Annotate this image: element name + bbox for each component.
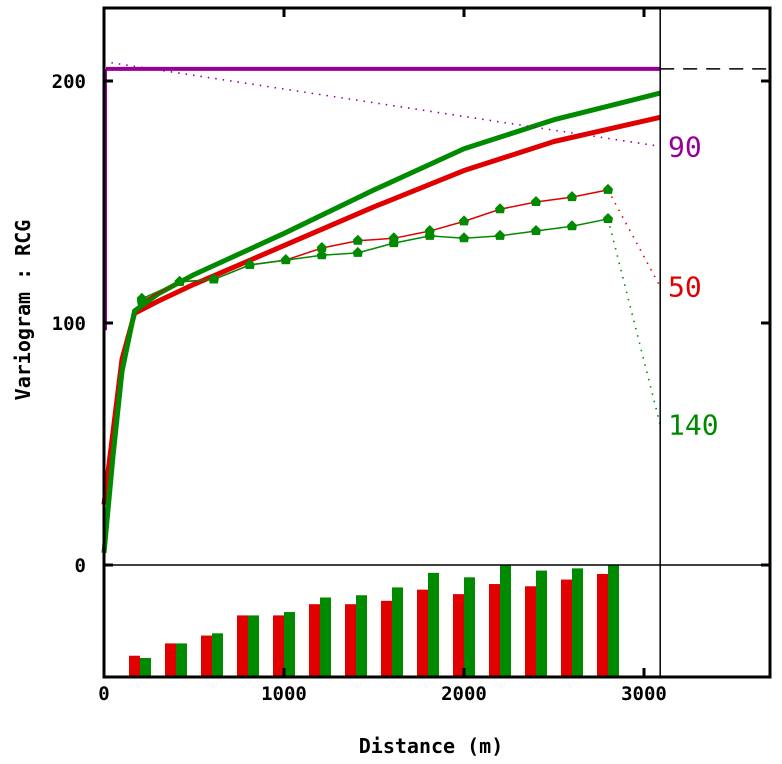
experimental-point-140 — [531, 225, 541, 236]
pair-count-bar-50 — [417, 589, 428, 677]
pair-count-bar-50 — [345, 604, 356, 677]
plot-frame — [102, 6, 772, 679]
experimental-point-140 — [208, 273, 219, 284]
y-tick-label: 0 — [75, 555, 86, 577]
pair-count-bar-140 — [536, 570, 547, 677]
pair-count-bar-140 — [464, 577, 475, 677]
pair-count-bar-50 — [381, 600, 392, 677]
axis-ticks: 0 1000 2000 3000 0 100 200 — [52, 8, 770, 705]
experimental-point-140 — [459, 232, 469, 243]
pair-count-bar-50 — [489, 584, 500, 677]
pair-count-bar-50 — [453, 594, 464, 677]
pair-count-bar-50 — [129, 655, 140, 677]
extrapolation-dotted-50 — [607, 189, 661, 288]
pair-count-bar-140 — [356, 595, 367, 677]
experimental-point-140 — [567, 220, 577, 231]
experimental-point-50 — [495, 203, 505, 214]
direction-label-140: 140 — [668, 409, 719, 442]
experimental-point-140 — [280, 254, 291, 265]
pair-count-bar-140 — [428, 572, 439, 677]
direction-label-90: 90 — [668, 130, 702, 163]
pair-count-bar-140 — [500, 565, 511, 677]
pair-count-bar-140 — [608, 565, 619, 677]
pair-count-bar-140 — [140, 657, 151, 677]
pair-count-bar-50 — [561, 579, 572, 677]
y-axis-label: Variogram : RCG — [11, 220, 35, 401]
pair-count-bar-140 — [572, 568, 583, 677]
experimental-point-140 — [495, 229, 505, 240]
pair-count-bar-50 — [201, 635, 212, 677]
pair-count-bar-140 — [212, 633, 223, 677]
model-curve-90 — [103, 60, 661, 148]
experimental-point-140 — [603, 212, 613, 223]
pair-count-bar-50 — [237, 615, 248, 677]
x-tick-label: 0 — [98, 683, 109, 705]
y-tick-label: 100 — [52, 313, 86, 335]
pair-count-bar-140 — [284, 612, 295, 677]
experimental-point-140 — [424, 229, 435, 240]
experimental-point-50 — [459, 215, 469, 226]
pair-count-bar-50 — [525, 586, 536, 677]
model-curve-50 — [101, 114, 661, 505]
experimental-point-50 — [567, 191, 577, 202]
pair-count-bar-140 — [320, 597, 331, 677]
pair-count-bar-140 — [176, 643, 187, 677]
direction-labels: 90 50 140 — [668, 130, 719, 441]
pair-count-bar-50 — [165, 643, 176, 677]
x-tick-label: 1000 — [261, 683, 307, 705]
extrapolation-dotted-140 — [607, 218, 661, 425]
pair-count-bars — [129, 565, 619, 677]
pair-count-bar-140 — [248, 615, 259, 677]
direction-label-50: 50 — [668, 271, 702, 304]
plot-border — [102, 6, 772, 679]
experimental-point-50 — [531, 196, 541, 206]
experimental-point-140 — [244, 258, 255, 269]
experimental-point-50 — [603, 183, 613, 194]
pair-count-bar-50 — [597, 573, 608, 677]
pair-count-bar-50 — [309, 604, 320, 677]
experimental-point-140 — [136, 292, 147, 303]
experimental-point-50 — [352, 234, 363, 245]
x-axis-label: Distance (m) — [359, 734, 504, 758]
y-tick-label: 200 — [52, 71, 86, 93]
experimental-point-140 — [388, 237, 399, 248]
x-tick-label: 2000 — [441, 683, 487, 705]
experimental-point-140 — [316, 249, 327, 260]
experimental-line-140 — [141, 218, 609, 300]
experimental-variograms — [136, 183, 661, 425]
model-curves — [101, 60, 770, 554]
model-curve-140 — [101, 90, 661, 554]
experimental-point-50 — [316, 241, 327, 252]
experimental-point-140 — [352, 246, 363, 257]
experimental-point-140 — [174, 275, 185, 286]
pair-count-bar-140 — [392, 587, 403, 677]
pair-count-bar-50 — [273, 615, 284, 677]
x-tick-label: 3000 — [621, 683, 667, 705]
